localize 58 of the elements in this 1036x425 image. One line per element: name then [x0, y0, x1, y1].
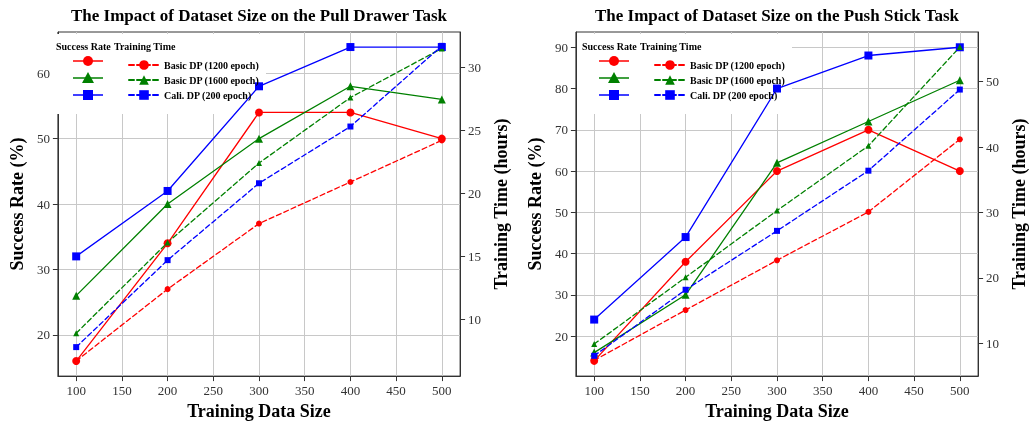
y-tick-label: 50: [36, 131, 50, 147]
x-tick-label: 500: [432, 383, 452, 399]
y2-tick-label: 30: [468, 59, 482, 75]
y-tick-label: 20: [36, 327, 50, 343]
y-tick-label: 60: [36, 65, 50, 81]
y-tick-label: 30: [554, 287, 568, 303]
legend-label: Cali. DP (200 epoch): [164, 89, 252, 102]
x-axis-title: Training Data Size: [187, 401, 331, 421]
y2-tick-label: 40: [986, 139, 1000, 155]
x-tick-label: 100: [584, 383, 604, 399]
y2-tick-label: 15: [468, 248, 482, 264]
y2-tick-label: 25: [468, 122, 482, 138]
y2-tick-label: 10: [468, 311, 482, 327]
x-tick-label: 400: [858, 383, 879, 399]
legend-label: Basic DP (1200 epoch): [164, 59, 259, 72]
y-tick-label: 50: [554, 204, 568, 220]
y2-tick-label: 30: [986, 205, 1000, 221]
y-tick-label: 30: [36, 261, 50, 277]
y2-tick-label: 20: [468, 185, 482, 201]
x-axis-title: Training Data Size: [705, 401, 849, 421]
chart-title: The Impact of Dataset Size on the Pull Drawer Task: [70, 6, 448, 25]
y2-tick-label: 50: [986, 74, 1000, 90]
x-tick-label: 450: [904, 383, 924, 399]
y-axis-title: Success Rate (%): [7, 137, 28, 271]
y-tick-label: 20: [554, 328, 568, 344]
x-tick-label: 450: [386, 383, 406, 399]
x-tick-label: 250: [203, 383, 224, 399]
y2-tick-label: 20: [986, 270, 1000, 286]
text: Success Rate: [56, 40, 111, 52]
text: Training Time: [640, 40, 702, 52]
y-tick-label: 40: [554, 246, 568, 262]
y-tick-label: 70: [554, 122, 568, 138]
x-tick-label: 300: [767, 383, 787, 399]
legend-label: Basic DP (1600 epoch): [164, 74, 259, 87]
x-tick-label: 100: [66, 383, 86, 399]
y-tick-label: 60: [554, 163, 568, 179]
y-axis-title: Success Rate (%): [525, 137, 546, 271]
x-tick-label: 300: [249, 383, 269, 399]
chart-title: The Impact of Dataset Size on the Push Stick Task: [594, 6, 960, 25]
x-tick-label: 200: [675, 383, 696, 399]
legend-label: Basic DP (1200 epoch): [690, 59, 785, 72]
text: Success Rate: [582, 40, 637, 52]
x-tick-label: 250: [721, 383, 742, 399]
x-tick-label: 150: [112, 383, 132, 399]
y-tick-label: 80: [554, 81, 568, 97]
x-tick-label: 150: [630, 383, 650, 399]
x-tick-label: 350: [294, 383, 315, 399]
y-tick-label: 90: [554, 39, 568, 55]
x-tick-label: 400: [340, 383, 361, 399]
x-tick-label: 200: [157, 383, 178, 399]
y2-axis-title: Training Time (hours): [1009, 118, 1030, 290]
y2-tick-label: 10: [986, 335, 1000, 351]
y-tick-label: 40: [36, 196, 50, 212]
x-tick-label: 500: [950, 383, 970, 399]
text: Training Time: [114, 40, 176, 52]
y2-axis-title: Training Time (hours): [491, 118, 512, 290]
x-tick-label: 350: [812, 383, 833, 399]
legend-label: Basic DP (1600 epoch): [690, 74, 785, 87]
